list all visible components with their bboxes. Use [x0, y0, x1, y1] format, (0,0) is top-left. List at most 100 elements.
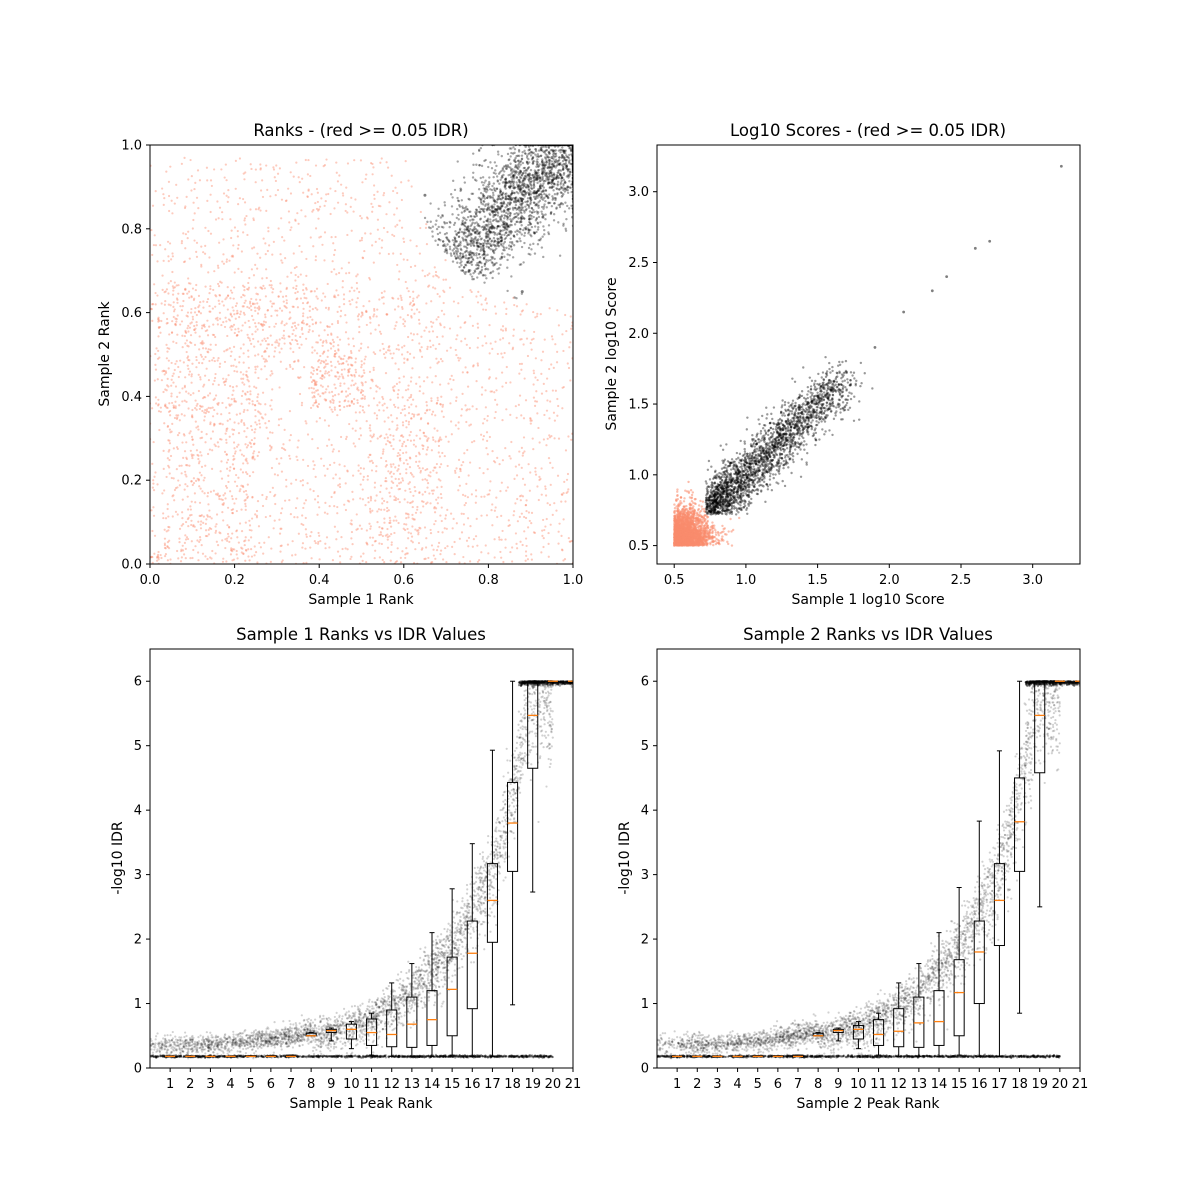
ranks-fail-point [354, 411, 357, 414]
ranks-fail-point [314, 382, 317, 385]
ranks-fail-point [214, 305, 217, 308]
ranks-pass-point [529, 214, 532, 217]
ranks-pass-point [491, 276, 494, 280]
ranks-fail-point [350, 286, 353, 289]
ranks-fail-point [167, 515, 170, 518]
ranks-fail-point [323, 329, 326, 332]
ranks-pass-point [461, 252, 465, 256]
ranks-pass-point [521, 194, 525, 197]
ranks-fail-point [305, 323, 308, 326]
ranks-fail-point [244, 536, 247, 539]
ranks-fail-point [226, 200, 229, 203]
ranks-fail-point [269, 514, 272, 518]
ranks-fail-point [501, 459, 505, 462]
ranks-pass-point [512, 244, 516, 247]
ranks-pass-point [536, 181, 539, 185]
ranks-fail-point [297, 323, 300, 326]
ranks-fail-point [435, 471, 438, 474]
ranks-fail-point [486, 468, 489, 471]
ranks-pass-point [555, 176, 558, 180]
ranks-fail-point [316, 389, 319, 392]
ranks-fail-point [171, 212, 174, 215]
ranks-fail-point [331, 410, 334, 413]
ranks-fail-point [233, 358, 237, 361]
ranks-fail-point [161, 492, 164, 495]
ranks-fail-point [343, 400, 346, 403]
ranks-pass-point [541, 163, 544, 167]
ranks-pass-point [550, 174, 553, 177]
ranks-fail-point [184, 547, 187, 551]
ranks-fail-point [521, 477, 525, 480]
ranks-pass-point [543, 180, 546, 183]
ranks-fail-point [460, 408, 464, 411]
ranks-fail-point [233, 452, 237, 455]
ranks-fail-point [282, 300, 285, 303]
ranks-fail-point [214, 335, 217, 339]
ranks-fail-point [553, 437, 556, 440]
ranks-pass-point [485, 227, 488, 231]
ranks-fail-point [476, 326, 480, 329]
ranks-fail-point [169, 454, 173, 458]
ranks-fail-point [225, 260, 228, 263]
ranks-fail-point [440, 309, 443, 312]
ranks-pass-point [518, 165, 521, 168]
ranks-fail-point [420, 355, 424, 358]
ranks-fail-point [164, 547, 167, 550]
ranks-pass-point [505, 231, 508, 234]
ranks-pass-point [536, 189, 540, 192]
ranks-fail-point [151, 561, 154, 564]
ranks-fail-point [180, 549, 183, 553]
ranks-fail-point [285, 306, 288, 309]
ranks-fail-point [163, 197, 166, 200]
ranks-fail-point [233, 447, 236, 450]
ranks-fail-point [395, 382, 399, 386]
ranks-pass-point [552, 164, 555, 167]
ranks-fail-point [396, 263, 399, 267]
ranks-fail-point [200, 454, 203, 457]
ranks-fail-point [502, 560, 505, 564]
ranks-fail-point [448, 327, 452, 330]
ranks-pass-point [482, 244, 485, 247]
ranks-fail-point [346, 211, 349, 214]
ranks-fail-point [311, 210, 314, 213]
ranks-fail-point [313, 540, 316, 543]
ranks-pass-point [535, 190, 538, 194]
ranks-pass-point [452, 243, 456, 246]
ranks-pass-point [505, 167, 508, 171]
ranks-fail-point [446, 545, 449, 548]
ranks-pass-point [539, 192, 543, 196]
ranks-fail-point [550, 363, 553, 366]
ranks-fail-point [164, 404, 167, 407]
ranks-pass-point [550, 186, 554, 189]
ranks-pass-point [522, 179, 525, 183]
ranks-fail-point [237, 203, 240, 206]
ranks-fail-point [322, 292, 325, 295]
ranks-pass-point [570, 204, 573, 208]
ranks-fail-point [471, 405, 474, 408]
ranks-fail-point [525, 303, 528, 306]
ranks-fail-point [460, 531, 464, 534]
ranks-pass-point [551, 179, 555, 182]
ranks-pass-point [462, 265, 466, 269]
ranks-fail-point [382, 302, 385, 305]
ranks-fail-point [243, 499, 246, 502]
ranks-fail-point [201, 490, 204, 493]
ranks-fail-point [397, 498, 400, 501]
ranks-fail-point [165, 475, 168, 479]
ranks-fail-point [231, 559, 234, 562]
ranks-fail-point [435, 357, 438, 360]
ranks-fail-point [439, 479, 442, 482]
ranks-fail-point [309, 535, 312, 538]
ranks-fail-point [385, 480, 388, 483]
ranks-fail-point [357, 464, 360, 467]
ranks-fail-point [310, 531, 313, 534]
ranks-fail-point [184, 330, 187, 334]
ranks-fail-point [166, 503, 169, 506]
ranks-pass-point [524, 169, 528, 172]
ranks-fail-point [397, 488, 400, 491]
ranks-fail-point [505, 489, 508, 492]
ranks-fail-point [383, 517, 386, 520]
ranks-fail-point [390, 470, 393, 473]
ranks-pass-point [518, 189, 522, 192]
ranks-fail-point [362, 389, 365, 393]
